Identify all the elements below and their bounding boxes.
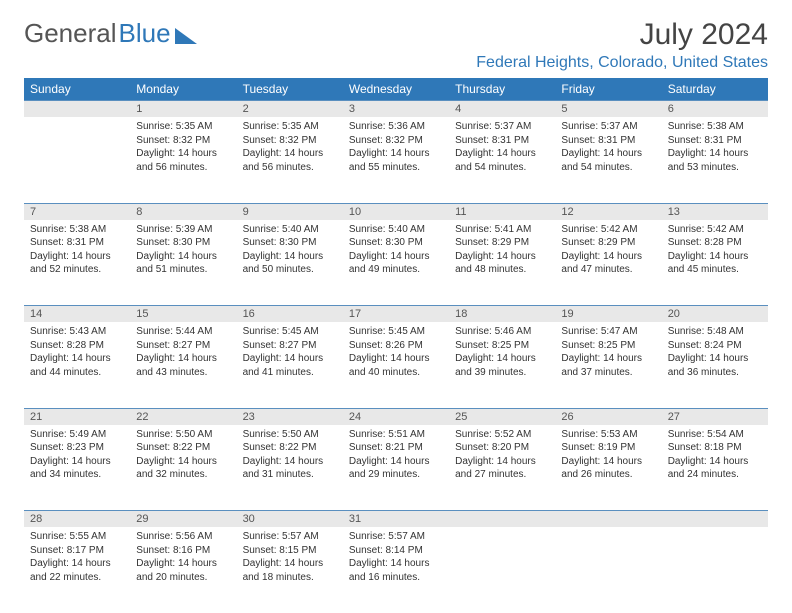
day-number: 5 (555, 101, 661, 118)
day-cell: Sunrise: 5:40 AM Sunset: 8:30 PM Dayligh… (343, 220, 449, 306)
day-number: 30 (237, 511, 343, 528)
day-cell (555, 527, 661, 613)
day-cell: Sunrise: 5:42 AM Sunset: 8:28 PM Dayligh… (662, 220, 768, 306)
month-title: July 2024 (476, 18, 768, 52)
location-subtitle: Federal Heights, Colorado, United States (476, 54, 768, 72)
day-cell: Sunrise: 5:57 AM Sunset: 8:15 PM Dayligh… (237, 527, 343, 613)
day-number-row: 28293031 (24, 511, 768, 528)
day-cell: Sunrise: 5:38 AM Sunset: 8:31 PM Dayligh… (662, 117, 768, 203)
day-number (555, 511, 661, 528)
day-header: Sunday (24, 78, 130, 101)
day-cell: Sunrise: 5:37 AM Sunset: 8:31 PM Dayligh… (555, 117, 661, 203)
day-number: 13 (662, 203, 768, 220)
day-cell: Sunrise: 5:45 AM Sunset: 8:27 PM Dayligh… (237, 322, 343, 408)
day-header: Tuesday (237, 78, 343, 101)
day-header: Wednesday (343, 78, 449, 101)
day-number (449, 511, 555, 528)
day-cell: Sunrise: 5:56 AM Sunset: 8:16 PM Dayligh… (130, 527, 236, 613)
day-header-row: Sunday Monday Tuesday Wednesday Thursday… (24, 78, 768, 101)
day-number: 10 (343, 203, 449, 220)
day-number: 24 (343, 408, 449, 425)
day-number: 31 (343, 511, 449, 528)
logo-text-1: General (24, 18, 117, 49)
day-content-row: Sunrise: 5:43 AM Sunset: 8:28 PM Dayligh… (24, 322, 768, 408)
day-cell (449, 527, 555, 613)
day-cell: Sunrise: 5:54 AM Sunset: 8:18 PM Dayligh… (662, 425, 768, 511)
header: GeneralBlue July 2024 Federal Heights, C… (24, 18, 768, 72)
day-number-row: 21222324252627 (24, 408, 768, 425)
day-number: 19 (555, 306, 661, 323)
day-content-row: Sunrise: 5:55 AM Sunset: 8:17 PM Dayligh… (24, 527, 768, 613)
day-number: 11 (449, 203, 555, 220)
day-cell (24, 117, 130, 203)
day-cell (662, 527, 768, 613)
day-header: Monday (130, 78, 236, 101)
day-number: 26 (555, 408, 661, 425)
day-number: 21 (24, 408, 130, 425)
day-cell: Sunrise: 5:57 AM Sunset: 8:14 PM Dayligh… (343, 527, 449, 613)
day-content-row: Sunrise: 5:49 AM Sunset: 8:23 PM Dayligh… (24, 425, 768, 511)
day-number: 20 (662, 306, 768, 323)
day-cell: Sunrise: 5:47 AM Sunset: 8:25 PM Dayligh… (555, 322, 661, 408)
day-header: Friday (555, 78, 661, 101)
day-number: 2 (237, 101, 343, 118)
day-cell: Sunrise: 5:49 AM Sunset: 8:23 PM Dayligh… (24, 425, 130, 511)
day-number-row: 78910111213 (24, 203, 768, 220)
day-number: 12 (555, 203, 661, 220)
day-cell: Sunrise: 5:37 AM Sunset: 8:31 PM Dayligh… (449, 117, 555, 203)
day-cell: Sunrise: 5:42 AM Sunset: 8:29 PM Dayligh… (555, 220, 661, 306)
title-block: July 2024 Federal Heights, Colorado, Uni… (476, 18, 768, 72)
day-cell: Sunrise: 5:44 AM Sunset: 8:27 PM Dayligh… (130, 322, 236, 408)
logo-text-2: Blue (119, 18, 171, 49)
day-number: 18 (449, 306, 555, 323)
calendar-table: Sunday Monday Tuesday Wednesday Thursday… (24, 78, 768, 613)
day-number: 7 (24, 203, 130, 220)
day-header: Thursday (449, 78, 555, 101)
day-number: 9 (237, 203, 343, 220)
day-cell: Sunrise: 5:55 AM Sunset: 8:17 PM Dayligh… (24, 527, 130, 613)
day-number: 25 (449, 408, 555, 425)
day-number: 14 (24, 306, 130, 323)
logo-triangle-icon (175, 28, 197, 44)
day-cell: Sunrise: 5:48 AM Sunset: 8:24 PM Dayligh… (662, 322, 768, 408)
day-number: 15 (130, 306, 236, 323)
day-number: 6 (662, 101, 768, 118)
logo: GeneralBlue (24, 18, 197, 49)
day-cell: Sunrise: 5:43 AM Sunset: 8:28 PM Dayligh… (24, 322, 130, 408)
day-cell: Sunrise: 5:36 AM Sunset: 8:32 PM Dayligh… (343, 117, 449, 203)
day-content-row: Sunrise: 5:35 AM Sunset: 8:32 PM Dayligh… (24, 117, 768, 203)
day-number (24, 101, 130, 118)
day-number: 4 (449, 101, 555, 118)
day-number: 23 (237, 408, 343, 425)
day-number (662, 511, 768, 528)
day-number: 28 (24, 511, 130, 528)
day-cell: Sunrise: 5:45 AM Sunset: 8:26 PM Dayligh… (343, 322, 449, 408)
day-cell: Sunrise: 5:40 AM Sunset: 8:30 PM Dayligh… (237, 220, 343, 306)
day-number: 8 (130, 203, 236, 220)
day-number: 3 (343, 101, 449, 118)
day-cell: Sunrise: 5:39 AM Sunset: 8:30 PM Dayligh… (130, 220, 236, 306)
day-cell: Sunrise: 5:35 AM Sunset: 8:32 PM Dayligh… (130, 117, 236, 203)
day-number: 16 (237, 306, 343, 323)
day-number-row: 123456 (24, 101, 768, 118)
day-number: 22 (130, 408, 236, 425)
day-cell: Sunrise: 5:53 AM Sunset: 8:19 PM Dayligh… (555, 425, 661, 511)
day-cell: Sunrise: 5:50 AM Sunset: 8:22 PM Dayligh… (237, 425, 343, 511)
day-cell: Sunrise: 5:46 AM Sunset: 8:25 PM Dayligh… (449, 322, 555, 408)
day-cell: Sunrise: 5:52 AM Sunset: 8:20 PM Dayligh… (449, 425, 555, 511)
day-cell: Sunrise: 5:50 AM Sunset: 8:22 PM Dayligh… (130, 425, 236, 511)
day-number: 17 (343, 306, 449, 323)
day-cell: Sunrise: 5:41 AM Sunset: 8:29 PM Dayligh… (449, 220, 555, 306)
day-number-row: 14151617181920 (24, 306, 768, 323)
day-cell: Sunrise: 5:38 AM Sunset: 8:31 PM Dayligh… (24, 220, 130, 306)
day-number: 27 (662, 408, 768, 425)
day-cell: Sunrise: 5:51 AM Sunset: 8:21 PM Dayligh… (343, 425, 449, 511)
day-header: Saturday (662, 78, 768, 101)
day-number: 29 (130, 511, 236, 528)
day-cell: Sunrise: 5:35 AM Sunset: 8:32 PM Dayligh… (237, 117, 343, 203)
day-number: 1 (130, 101, 236, 118)
day-content-row: Sunrise: 5:38 AM Sunset: 8:31 PM Dayligh… (24, 220, 768, 306)
